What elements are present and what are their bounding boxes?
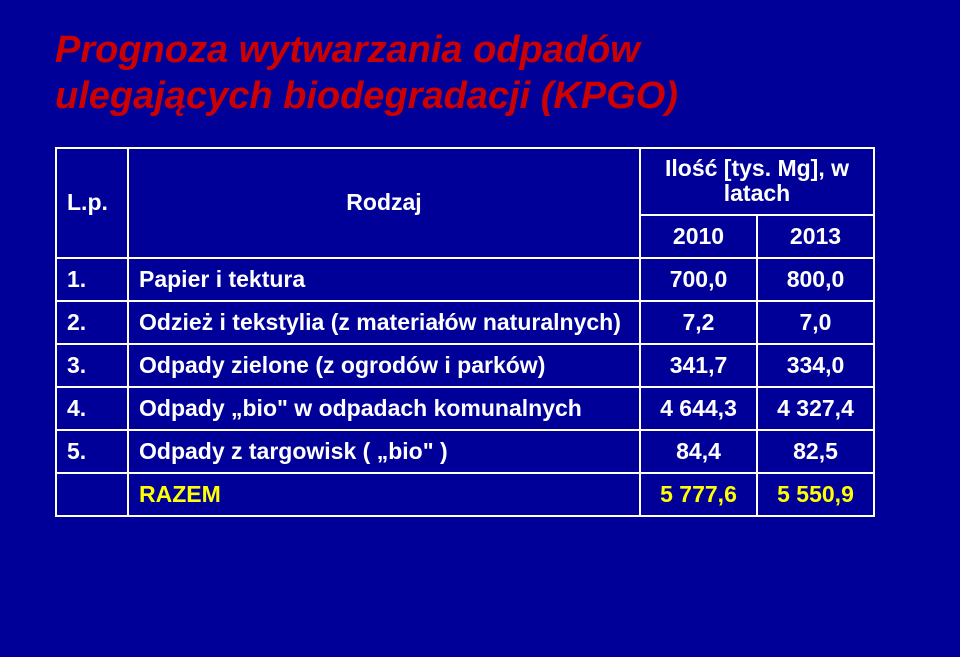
cell-lp: 5. xyxy=(56,430,128,473)
cell-lp: 2. xyxy=(56,301,128,344)
cell-val-2013: 7,0 xyxy=(757,301,874,344)
slide-title: Prognoza wytwarzania odpadów ulegających… xyxy=(55,28,905,119)
table-row: 3. Odpady zielone (z ogrodów i parków) 3… xyxy=(56,344,874,387)
data-table: L.p. Rodzaj Ilość [tys. Mg], w latach 20… xyxy=(55,147,875,517)
total-val-2010: 5 777,6 xyxy=(640,473,757,516)
cell-val-2013: 334,0 xyxy=(757,344,874,387)
table-row: 4. Odpady „bio" w odpadach komunalnych 4… xyxy=(56,387,874,430)
cell-lp: 1. xyxy=(56,258,128,301)
cell-lp: 3. xyxy=(56,344,128,387)
title-line-2: ulegających biodegradacji (KPGO) xyxy=(55,75,678,117)
cell-val-2010: 84,4 xyxy=(640,430,757,473)
cell-name: Odzież i tekstylia (z materiałów natural… xyxy=(128,301,640,344)
total-name: RAZEM xyxy=(128,473,640,516)
header-rodzaj: Rodzaj xyxy=(128,148,640,258)
header-year2: 2013 xyxy=(757,215,874,258)
total-row: RAZEM 5 777,6 5 550,9 xyxy=(56,473,874,516)
cell-val-2013: 4 327,4 xyxy=(757,387,874,430)
title-line-1: Prognoza wytwarzania odpadów xyxy=(55,29,640,71)
slide: Prognoza wytwarzania odpadów ulegających… xyxy=(0,0,960,657)
cell-val-2010: 4 644,3 xyxy=(640,387,757,430)
header-lp: L.p. xyxy=(56,148,128,258)
header-ilosc-line2: latach xyxy=(724,180,790,206)
cell-name: Papier i tektura xyxy=(128,258,640,301)
cell-val-2010: 341,7 xyxy=(640,344,757,387)
total-lp xyxy=(56,473,128,516)
table-row: 1. Papier i tektura 700,0 800,0 xyxy=(56,258,874,301)
cell-val-2013: 82,5 xyxy=(757,430,874,473)
cell-val-2013: 800,0 xyxy=(757,258,874,301)
cell-name: Odpady z targowisk ( „bio" ) xyxy=(128,430,640,473)
cell-val-2010: 7,2 xyxy=(640,301,757,344)
cell-val-2010: 700,0 xyxy=(640,258,757,301)
table-row: 5. Odpady z targowisk ( „bio" ) 84,4 82,… xyxy=(56,430,874,473)
cell-name: Odpady „bio" w odpadach komunalnych xyxy=(128,387,640,430)
header-ilosc-line1: Ilość [tys. Mg], w xyxy=(665,155,849,181)
header-year1: 2010 xyxy=(640,215,757,258)
table-row: 2. Odzież i tekstylia (z materiałów natu… xyxy=(56,301,874,344)
cell-lp: 4. xyxy=(56,387,128,430)
total-val-2013: 5 550,9 xyxy=(757,473,874,516)
header-row-1: L.p. Rodzaj Ilość [tys. Mg], w latach xyxy=(56,148,874,215)
cell-name: Odpady zielone (z ogrodów i parków) xyxy=(128,344,640,387)
header-ilosc: Ilość [tys. Mg], w latach xyxy=(640,148,874,215)
